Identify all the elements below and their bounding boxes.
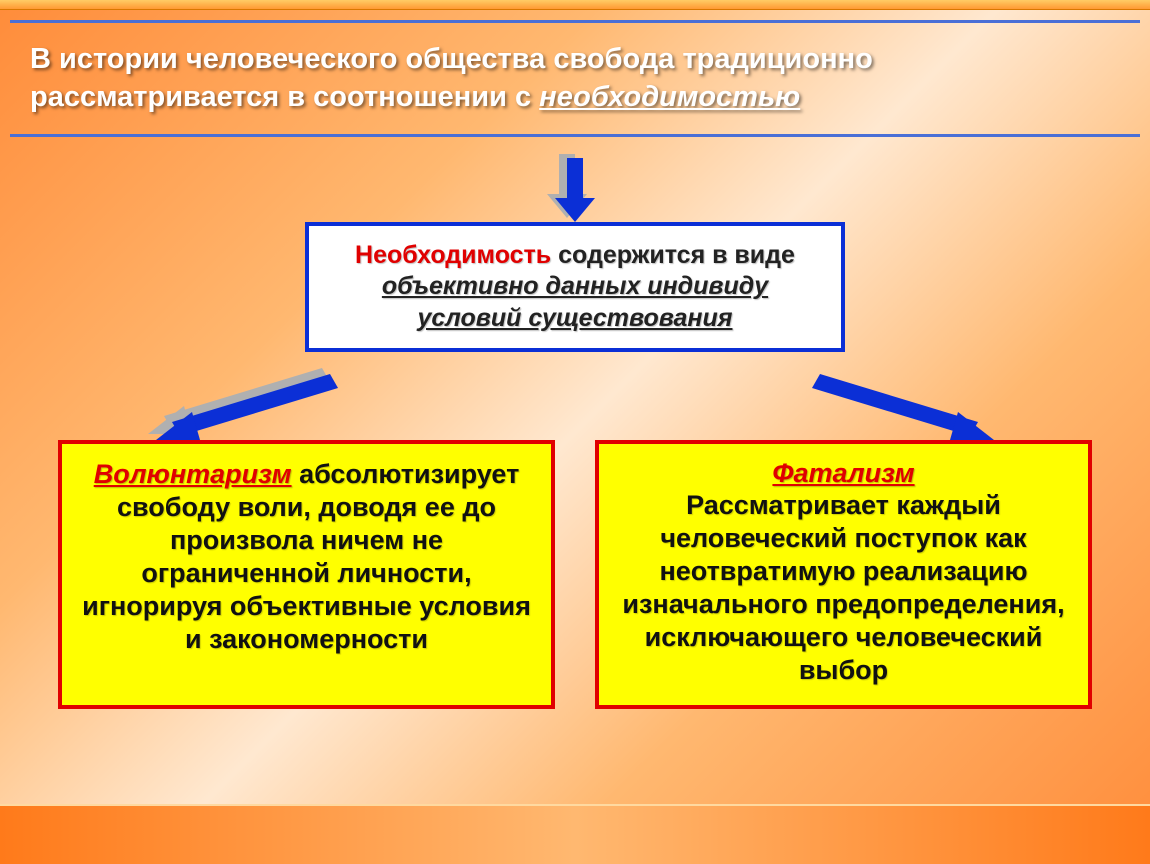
top-arrow-shadow [547, 154, 587, 218]
left-arrow [156, 374, 338, 440]
right-concept-box: Фатализм Рассматривает каждый человеческ… [595, 440, 1092, 709]
left-concept-box: Волюнтаризм абсолютизирует свободу воли,… [58, 440, 555, 709]
top-accent-bar [0, 0, 1150, 10]
center-emph: объективно данных индивиду условий сущес… [382, 272, 768, 331]
bottom-accent-band [0, 804, 1150, 864]
right-arrow [812, 374, 994, 440]
left-arrow-shadow [148, 368, 330, 434]
bottom-container: Волюнтаризм абсолютизирует свободу воли,… [58, 440, 1092, 709]
left-title: Волюнтаризм [94, 459, 292, 489]
header-underlined: необходимостью [539, 81, 800, 113]
top-arrow [555, 158, 595, 222]
center-plain: содержится в виде [551, 241, 795, 269]
center-keyword: Необходимость [355, 241, 551, 269]
header-text: В истории человеческого общества свобода… [30, 41, 1120, 116]
slide-root: В истории человеческого общества свобода… [0, 0, 1150, 864]
right-title: Фатализм [615, 458, 1072, 489]
center-box: Необходимость содержится в виде объектив… [305, 222, 845, 352]
header-box: В истории человеческого общества свобода… [10, 20, 1140, 137]
right-body: Рассматривает каждый человеческий поступ… [615, 489, 1072, 687]
center-text: Необходимость содержится в виде объектив… [327, 240, 823, 334]
